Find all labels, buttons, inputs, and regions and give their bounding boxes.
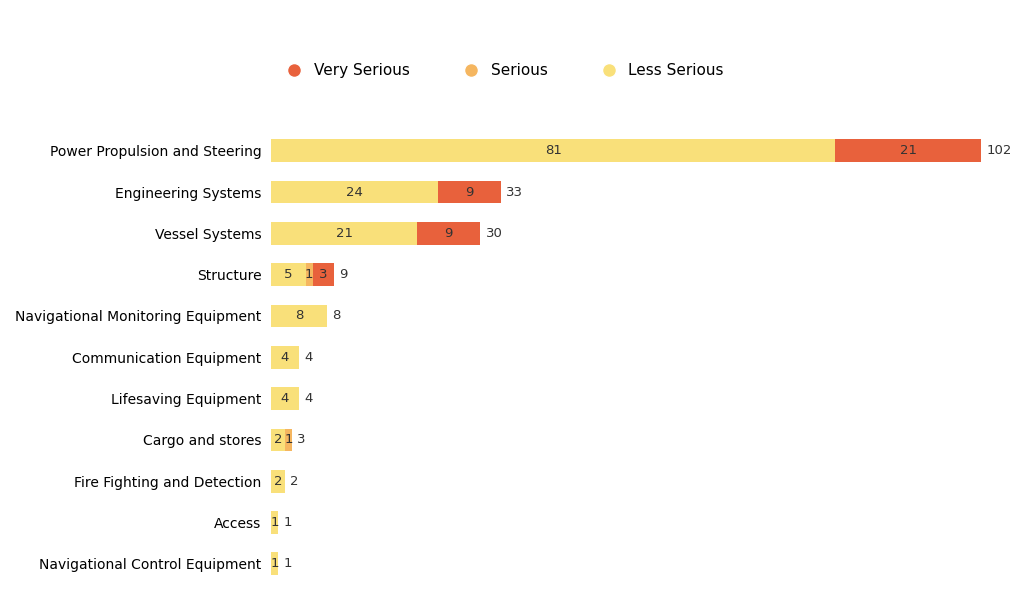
Text: 2: 2 — [290, 475, 299, 488]
Bar — [271, 470, 285, 493]
Text: 8: 8 — [295, 310, 303, 323]
Text: 30: 30 — [485, 227, 503, 240]
Bar — [305, 263, 313, 286]
Bar — [271, 346, 299, 368]
Bar — [439, 181, 501, 203]
Bar — [417, 222, 480, 245]
Text: 5: 5 — [284, 268, 293, 281]
Text: 8: 8 — [332, 310, 341, 323]
Text: 4: 4 — [281, 351, 289, 364]
Bar — [835, 140, 981, 162]
Text: 3: 3 — [319, 268, 327, 281]
Text: 81: 81 — [545, 144, 561, 157]
Text: 33: 33 — [507, 185, 523, 198]
Text: 4: 4 — [304, 392, 313, 405]
Text: 9: 9 — [445, 227, 453, 240]
Bar — [271, 140, 835, 162]
Text: 1: 1 — [284, 433, 293, 446]
Text: 21: 21 — [900, 144, 916, 157]
Text: 102: 102 — [987, 144, 1012, 157]
Bar — [271, 428, 285, 451]
Bar — [313, 263, 333, 286]
Text: 1: 1 — [270, 516, 279, 529]
Text: 21: 21 — [335, 227, 353, 240]
Bar — [271, 263, 305, 286]
Text: 9: 9 — [340, 268, 348, 281]
Bar — [271, 511, 278, 534]
Legend: Very Serious, Serious, Less Serious: Very Serious, Serious, Less Serious — [279, 63, 723, 78]
Text: 1: 1 — [270, 558, 279, 570]
Bar — [271, 387, 299, 410]
Text: 3: 3 — [297, 433, 305, 446]
Text: 1: 1 — [284, 558, 292, 570]
Bar — [271, 553, 278, 575]
Bar — [271, 181, 439, 203]
Bar — [271, 222, 417, 245]
Text: 2: 2 — [273, 475, 282, 488]
Bar — [285, 428, 292, 451]
Text: 4: 4 — [304, 351, 313, 364]
Text: 2: 2 — [273, 433, 282, 446]
Text: 24: 24 — [346, 185, 363, 198]
Bar — [271, 305, 327, 327]
Text: 1: 1 — [305, 268, 314, 281]
Text: 9: 9 — [465, 185, 474, 198]
Text: 1: 1 — [284, 516, 292, 529]
Text: 4: 4 — [281, 392, 289, 405]
